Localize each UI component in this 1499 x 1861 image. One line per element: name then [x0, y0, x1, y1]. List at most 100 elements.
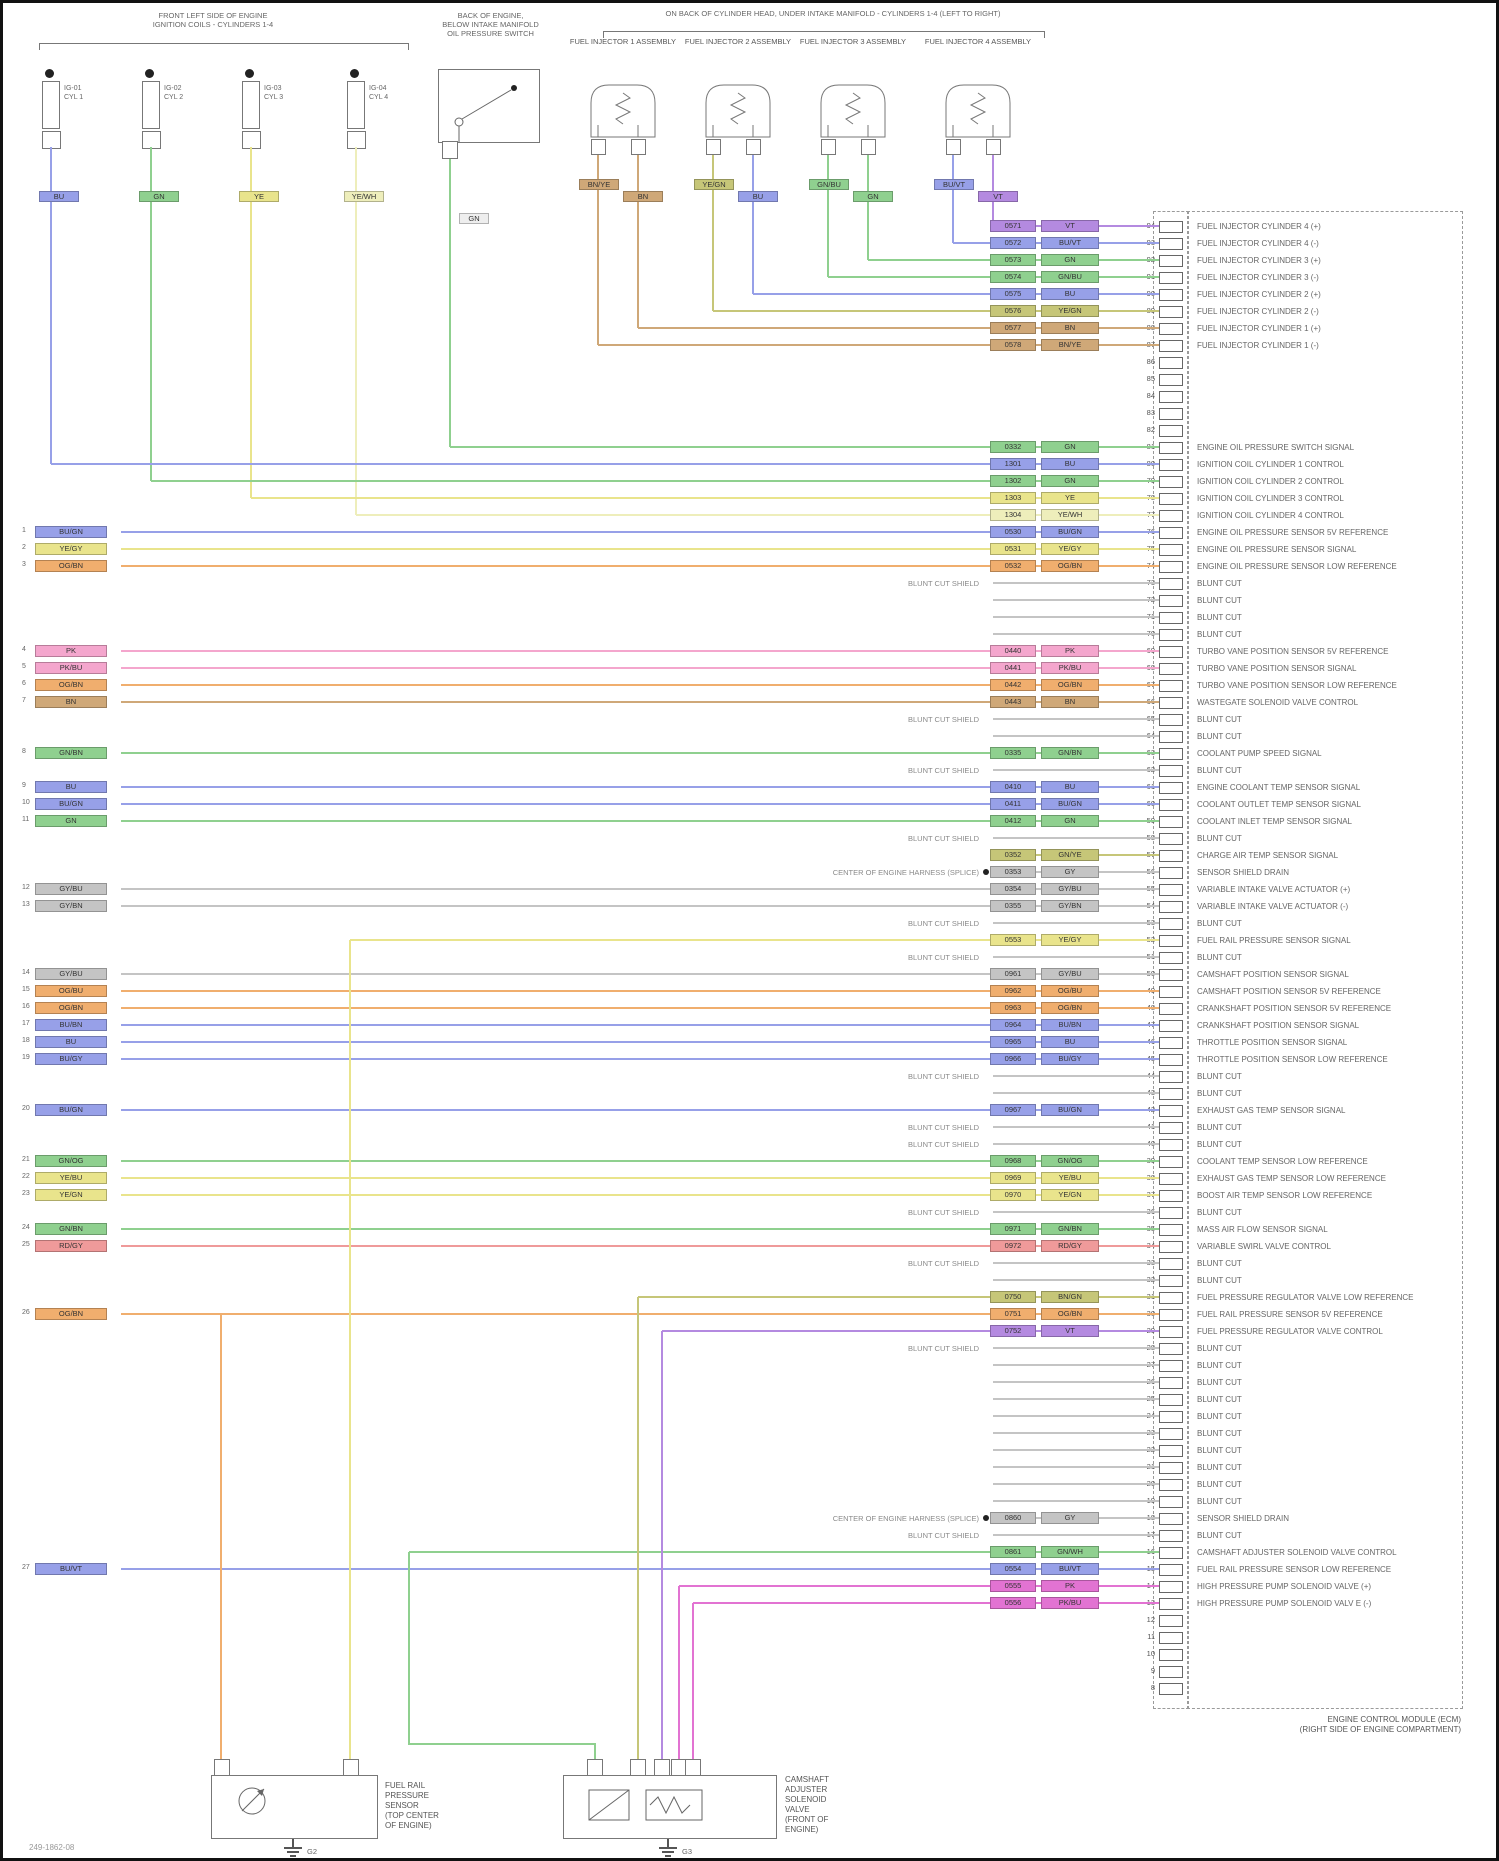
coil-sublabel: CYL 4	[369, 94, 389, 101]
circuit-description: BLUNT CUT	[1197, 1378, 1242, 1387]
wire	[51, 463, 1159, 465]
pin-terminal	[1159, 1649, 1183, 1661]
wire-color-stub-label: YE/BU	[35, 1172, 107, 1184]
pin-terminal	[1159, 1275, 1183, 1287]
circuit-number: 0443	[990, 696, 1036, 708]
cam-adjuster-wire-h	[408, 1743, 596, 1745]
injector-wire-1	[952, 155, 954, 243]
injector-title: FUEL INJECTOR 4 ASSEMBLY	[924, 37, 1032, 46]
fuel-rail-sensor-5v-wire	[220, 1314, 222, 1759]
wire	[121, 1177, 1159, 1179]
wire	[350, 939, 1159, 941]
circuit-description: FUEL INJECTOR CYLINDER 2 (+)	[1197, 290, 1321, 299]
wire	[993, 1500, 1159, 1502]
ecm-pin-row: 12 GY/BU 0354 GY/BU 55 VARIABLE INTAKE V…	[21, 881, 1465, 898]
label-line: OIL PRESSURE SWITCH	[447, 29, 534, 38]
ecm-pin-row: 17 BU/BN 0964 BU/BN 47 CRANKSHAFT POSITI…	[21, 1017, 1465, 1034]
harness-note: BLUNT CUT SHIELD	[908, 1259, 979, 1268]
ecm-pin-row: 24 GN/BN 0971 GN/BN 35 MASS AIR FLOW SEN…	[21, 1221, 1465, 1238]
ecm-pin-row: 26 BLUNT CUT	[21, 1374, 1465, 1391]
pin-terminal	[1159, 1462, 1183, 1474]
wire-color-label: BU/GN	[1041, 1104, 1099, 1116]
circuit-description: FUEL INJECTOR CYLINDER 4 (+)	[1197, 222, 1321, 231]
wire	[121, 1160, 1159, 1162]
wire-color-label: YE/GN	[1041, 1189, 1099, 1201]
wire	[121, 667, 1159, 669]
harness-note: BLUNT CUT SHIELD	[908, 1123, 979, 1132]
wire	[993, 1449, 1159, 1451]
pin-terminal	[1159, 714, 1183, 726]
pin-terminal	[1159, 459, 1183, 471]
circuit-description: FUEL RAIL PRESSURE SENSOR SIGNAL	[1197, 936, 1351, 945]
wire-color-stub-label: OG/BU	[35, 985, 107, 997]
pin-terminal	[1159, 1496, 1183, 1508]
ecm-pin-row: 24 BLUNT CUT	[21, 1408, 1465, 1425]
coil-wire	[50, 147, 52, 464]
wire	[993, 1126, 1159, 1128]
label-line: VALVE	[785, 1805, 810, 1814]
coil-header-line2: IGNITION COILS - CYLINDERS 1-4	[152, 20, 274, 29]
pin-terminal	[1159, 306, 1183, 318]
circuit-number: 0531	[990, 543, 1036, 555]
ecm-pin-row: 0576 YE/GN 89 FUEL INJECTOR CYLINDER 2 (…	[21, 303, 1465, 320]
circuit-number: 0410	[990, 781, 1036, 793]
wire-ref-number: 2	[22, 544, 26, 551]
wire-color-label: GN	[853, 191, 893, 202]
pin-number: 10	[1146, 1649, 1155, 1658]
injector-connector-2	[861, 139, 876, 155]
wire-color-stub-label: GN/BN	[35, 747, 107, 759]
wire	[121, 1568, 1159, 1570]
wire-color-label: BN	[623, 191, 663, 202]
circuit-description: BLUNT CUT	[1197, 596, 1242, 605]
wire-color-label: OG/BN	[1041, 560, 1099, 572]
wire-color-label: YE/GY	[1041, 543, 1099, 555]
circuit-description: FUEL PRESSURE REGULATOR VALVE CONTROL	[1197, 1327, 1383, 1336]
regulator-control-wire	[661, 1331, 663, 1759]
pin-terminal	[1159, 1326, 1183, 1338]
ecm-pin-row: 8 GN/BN 0335 GN/BN 63 COOLANT PUMP SPEED…	[21, 745, 1465, 762]
circuit-description: BOOST AIR TEMP SENSOR LOW REFERENCE	[1197, 1191, 1373, 1200]
ignition-coil: IG-02 CYL 2 GN	[139, 61, 232, 481]
injector-connector-1	[706, 139, 721, 155]
pin-terminal	[1159, 969, 1183, 981]
circuit-description: BLUNT CUT	[1197, 1208, 1242, 1217]
pin-terminal	[1159, 1581, 1183, 1593]
wire	[121, 786, 1159, 788]
pin-terminal	[1159, 731, 1183, 743]
wire-ref-number: 18	[22, 1037, 30, 1044]
circuit-description: BLUNT CUT	[1197, 834, 1242, 843]
wire-color-stub-label: BU/BN	[35, 1019, 107, 1031]
harness-note: CENTER OF ENGINE HARNESS (SPLICE)	[832, 868, 979, 877]
harness-note: BLUNT CUT SHIELD	[908, 715, 979, 724]
wire-color-label: YE/GN	[694, 179, 734, 190]
wire-color-stub-label: BU/GN	[35, 1104, 107, 1116]
coil-label: IG-01	[64, 85, 82, 92]
wire	[121, 1007, 1159, 1009]
wire-color-stub-label: OG/BN	[35, 1308, 107, 1320]
circuit-description: IGNITION COIL CYLINDER 3 CONTROL	[1197, 494, 1344, 503]
circuit-number: 0442	[990, 679, 1036, 691]
wire-color-label: GY/BU	[1041, 968, 1099, 980]
pin-terminal	[1159, 1428, 1183, 1440]
wire-ref-number: 20	[22, 1105, 30, 1112]
pin-terminal	[1159, 1411, 1183, 1423]
wire-ref-number: 1	[22, 527, 26, 534]
injector-wire-2	[992, 155, 994, 226]
injector-section-header: ON BACK OF CYLINDER HEAD, UNDER INTAKE M…	[665, 9, 1001, 18]
ground-icon	[662, 1851, 674, 1853]
wire-color-stub-label: BU/VT	[35, 1563, 107, 1575]
wire	[993, 1381, 1159, 1383]
coil-terminal-icon	[245, 69, 254, 78]
circuit-number: 0965	[990, 1036, 1036, 1048]
circuit-description: VARIABLE SWIRL VALVE CONTROL	[1197, 1242, 1331, 1251]
wire	[121, 1109, 1159, 1111]
harness-note: BLUNT CUT SHIELD	[908, 579, 979, 588]
label-line: OF ENGINE)	[385, 1821, 432, 1830]
wire-color-label: GN	[1041, 815, 1099, 827]
wire	[151, 480, 1159, 482]
wire-ref-number: 10	[22, 799, 30, 806]
splice-dot	[983, 869, 989, 875]
ecm-pin-row: 10 BU/GN 0411 BU/GN 60 COOLANT OUTLET TE…	[21, 796, 1465, 813]
circuit-number: 0332	[990, 441, 1036, 453]
wire-color-label: GY/BU	[1041, 883, 1099, 895]
